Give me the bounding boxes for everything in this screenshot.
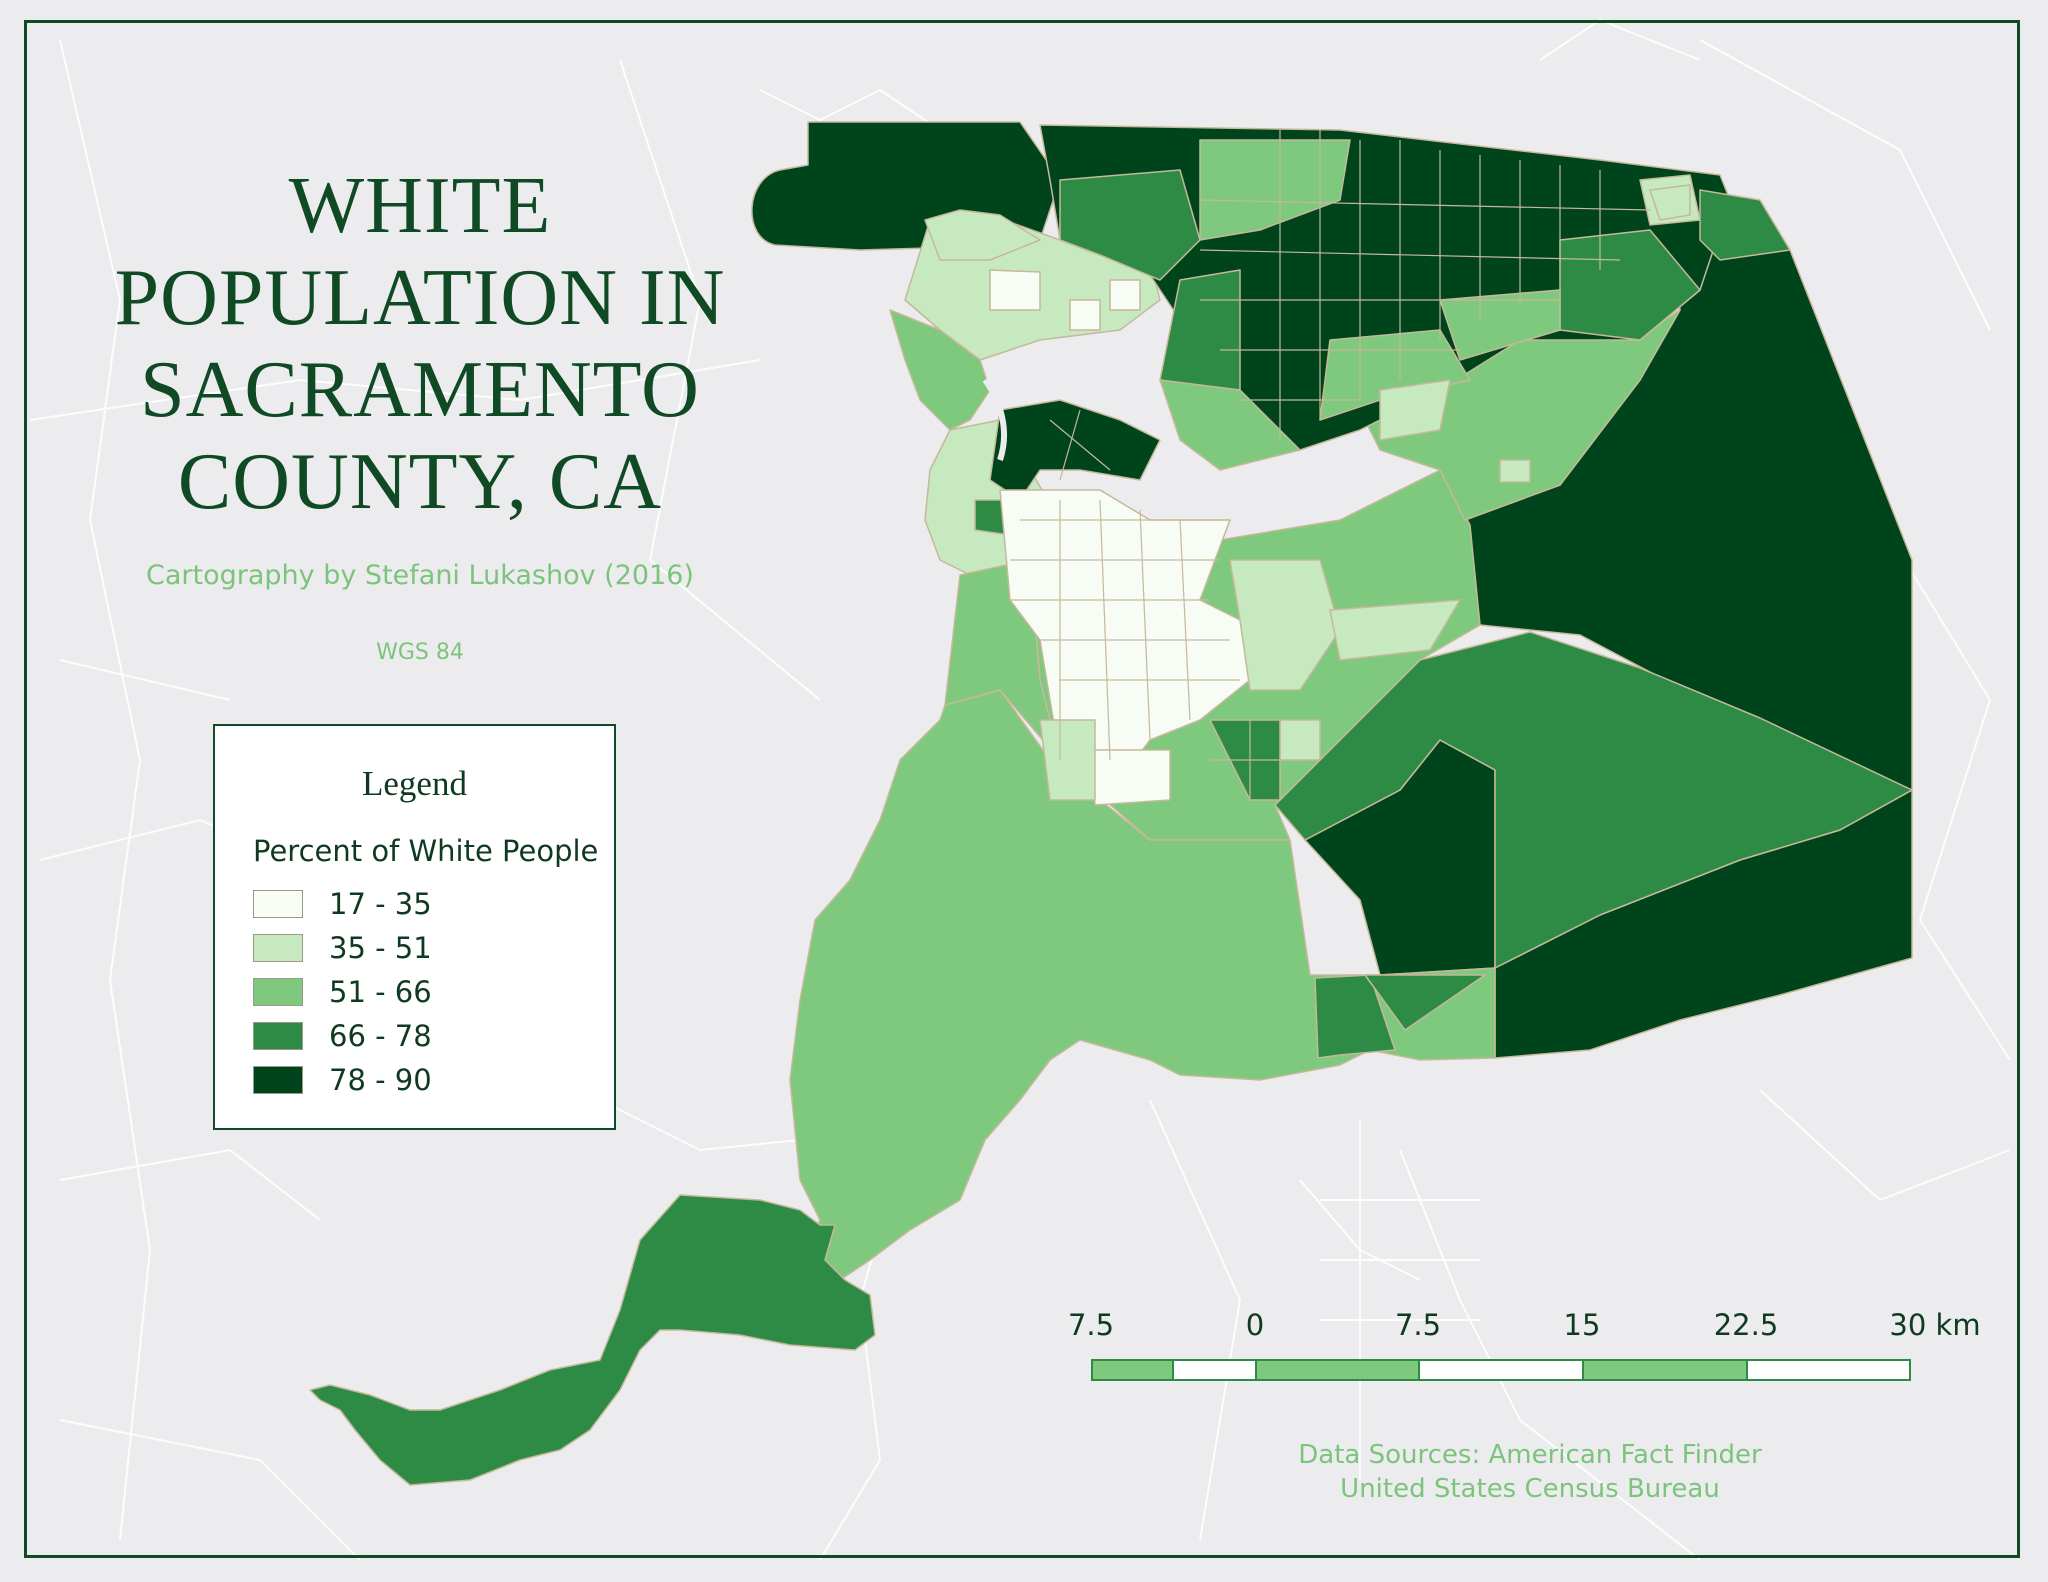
rivers: [982, 378, 1008, 461]
tract-south-pale-2: [1329, 599, 1461, 661]
scale-label: 7.5: [1394, 1308, 1442, 1342]
cartography-credit: Cartography by Stefani Lukashov (2016): [146, 560, 694, 591]
map-frame: [24, 20, 2020, 1558]
tract-delta: [789, 689, 1496, 1281]
tract-far-ne-pale: [1649, 184, 1691, 221]
tract-mid-east: [1274, 631, 1913, 969]
scale-label: 22.5: [1713, 1308, 1779, 1342]
legend-label: 35 - 51: [329, 931, 432, 965]
legend-swatch: [253, 1022, 303, 1050]
tract-urban-mid: [1059, 169, 1201, 281]
tract-south-pale-3: [1039, 719, 1096, 801]
tract-nw-white-2: [1069, 299, 1101, 331]
scale-segment: [1582, 1359, 1748, 1381]
legend-title: Legend: [362, 764, 467, 803]
scale-label: 30 km: [1889, 1308, 1981, 1342]
tract-urban-pale-1: [1379, 379, 1451, 441]
legend-label: 78 - 90: [329, 1063, 432, 1097]
title-line-2: POPULATION IN: [114, 254, 726, 342]
scale-segment: [1091, 1359, 1174, 1381]
tract-south-pale: [1229, 559, 1341, 691]
tract-urban-light-1: [1199, 139, 1351, 241]
tract-nw-pale-top: [924, 209, 1041, 261]
legend-item: 78 - 90: [253, 1063, 432, 1097]
legend-item: 66 - 78: [253, 1019, 432, 1053]
title-line-4: COUNTY, CA: [177, 438, 663, 526]
tract-ne-rim: [1699, 189, 1791, 261]
coordinate-system: WGS 84: [376, 640, 464, 665]
scale-segment: [1255, 1359, 1420, 1381]
tract-nw-white: [989, 269, 1041, 311]
legend-box: Legend Percent of White People 17 - 35 3…: [213, 724, 616, 1130]
legend-swatch: [253, 1066, 303, 1094]
tract-small-2: [1364, 974, 1486, 1031]
scale-segment: [1746, 1359, 1911, 1381]
legend-swatch: [253, 978, 303, 1006]
map-title: WHITE POPULATION IN SACRAMENTO COUNTY, C…: [60, 160, 780, 528]
legend-swatch: [253, 934, 303, 962]
scale-label: 0: [1245, 1308, 1265, 1342]
tract-lines: [1010, 130, 1651, 800]
legend-label: 51 - 66: [329, 975, 432, 1009]
legend-swatch: [253, 890, 303, 918]
legend-item: 17 - 35: [253, 887, 432, 921]
legend-item: 35 - 51: [253, 931, 432, 965]
tract-small-1: [1314, 974, 1396, 1059]
scale-segment: [1418, 1359, 1584, 1381]
tract-urban-pale-3: [1499, 459, 1531, 483]
legend-label: 66 - 78: [329, 1019, 432, 1053]
scale-label: 7.5: [1067, 1308, 1115, 1342]
legend-item: 51 - 66: [253, 975, 432, 1009]
data-sources-line-1: Data Sources: American Fact Finder: [1298, 1440, 1762, 1470]
title-line-3: SACRAMENTO: [140, 346, 700, 434]
tract-urban-light-4: [1159, 379, 1301, 471]
legend-subtitle: Percent of White People: [253, 834, 599, 868]
tract-south-tail: [309, 1194, 876, 1486]
data-sources-line-2: United States Census Bureau: [1340, 1474, 1720, 1504]
scale-segment: [1172, 1359, 1257, 1381]
tract-nw-white-3: [1109, 279, 1141, 311]
scale-label: 15: [1563, 1308, 1601, 1342]
legend-label: 17 - 35: [329, 887, 432, 921]
title-line-1: WHITE: [288, 162, 552, 250]
tract-west-medium: [889, 309, 991, 431]
